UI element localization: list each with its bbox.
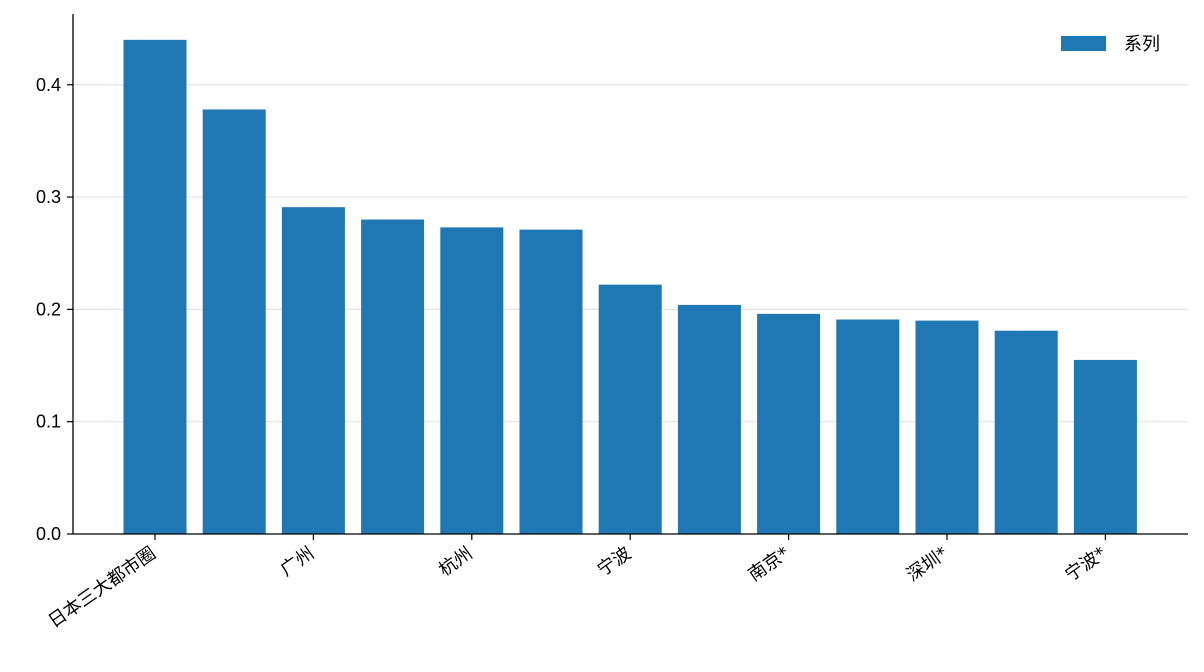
legend-swatch (1061, 36, 1106, 51)
legend-label: 系列 (1124, 34, 1160, 55)
bar (836, 319, 900, 534)
bars (123, 39, 1137, 535)
bar (1073, 359, 1137, 534)
x-tick-label: 南京* (745, 543, 794, 586)
bar (202, 109, 266, 535)
y-tick-label: 0.4 (36, 75, 61, 95)
bar (677, 304, 741, 534)
legend: 系列 (1061, 34, 1160, 55)
bar (281, 207, 345, 535)
x-tick-label: 杭州 (435, 543, 477, 581)
bar (994, 330, 1058, 534)
bar (361, 219, 425, 534)
x-tick-label: 日本三大都市圈 (45, 543, 160, 632)
bar (440, 227, 504, 534)
bar (519, 229, 583, 534)
y-tick-label: 0.2 (36, 299, 61, 319)
bar (598, 284, 662, 534)
y-tick-label: 0.3 (36, 187, 61, 207)
x-ticks: 日本三大都市圈 广州 杭州 宁波 南京* 深圳* 宁波* (45, 534, 1110, 632)
x-tick-label: 宁波 (594, 543, 636, 581)
y-tick-label: 0.1 (36, 412, 61, 432)
x-tick-label: 广州 (277, 543, 319, 581)
y-tick-label: 0.0 (36, 524, 61, 544)
x-tick-label: 深圳* (903, 543, 952, 586)
x-tick-label: 宁波* (1061, 543, 1110, 586)
bar (123, 39, 187, 534)
y-ticks: 0.0 0.1 0.2 0.3 0.4 (36, 75, 73, 544)
bar (915, 320, 979, 534)
bar (757, 313, 821, 534)
